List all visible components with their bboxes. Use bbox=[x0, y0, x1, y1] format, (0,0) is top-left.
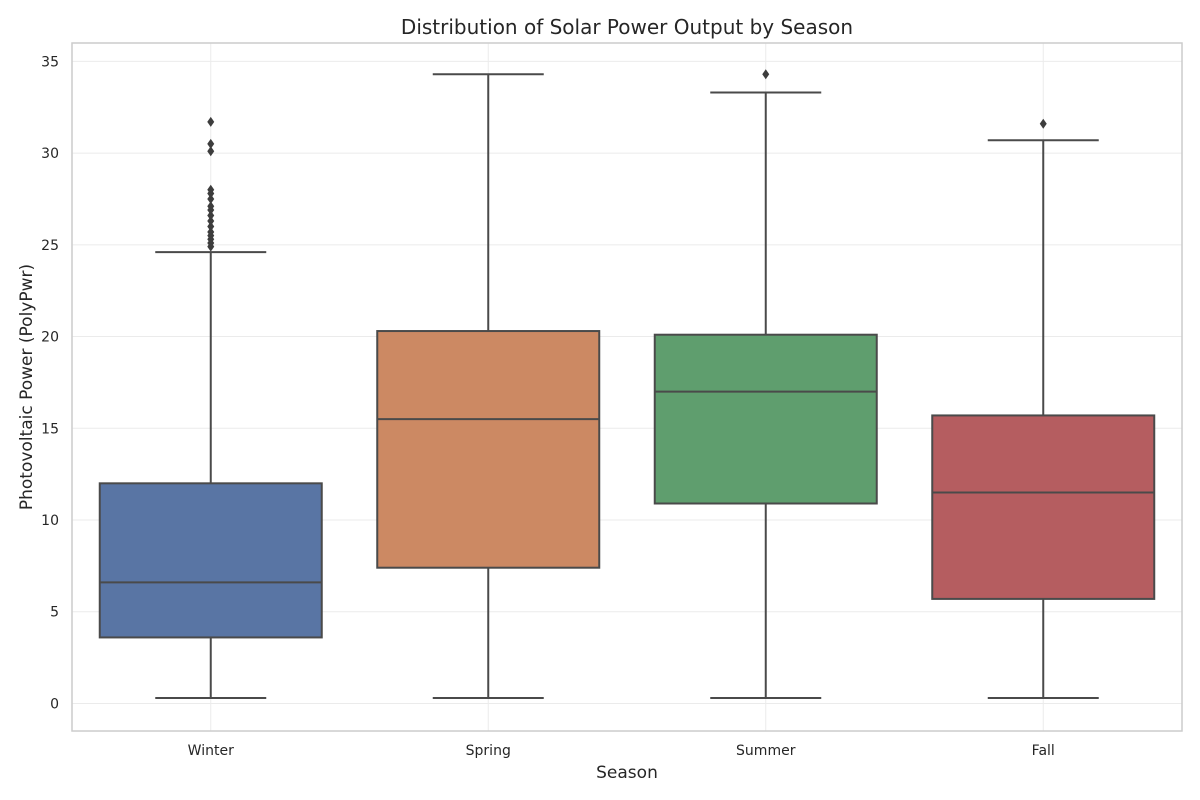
outlier-point bbox=[207, 184, 215, 195]
chart-title: Distribution of Solar Power Output by Se… bbox=[401, 15, 853, 39]
box-iqr bbox=[931, 414, 1156, 600]
y-tick-label: 5 bbox=[50, 605, 59, 621]
box-iqr bbox=[98, 482, 323, 639]
box-group-fall bbox=[931, 118, 1156, 699]
outlier-point bbox=[207, 210, 215, 221]
outlier-point bbox=[207, 226, 215, 237]
y-tick-label: 25 bbox=[41, 238, 59, 254]
y-axis-label: Photovoltaic Power (PolyPwr) bbox=[17, 264, 37, 510]
x-tick-label: Summer bbox=[736, 743, 796, 759]
outlier-point bbox=[207, 138, 215, 149]
outlier-point bbox=[207, 146, 215, 157]
outlier-point bbox=[207, 116, 215, 127]
y-tick-layer: 0 5 10 15 20 25 30 35 bbox=[41, 54, 59, 712]
outlier-point bbox=[207, 193, 215, 204]
x-axis-label: Season bbox=[596, 763, 658, 783]
plot-frame bbox=[71, 42, 1183, 732]
x-tick-label: Spring bbox=[466, 743, 511, 759]
y-tick-label: 15 bbox=[41, 421, 59, 437]
outlier-point bbox=[207, 221, 215, 232]
y-tick-label: 20 bbox=[41, 330, 59, 346]
box-group-summer bbox=[653, 69, 878, 699]
box-layer bbox=[98, 69, 1156, 699]
y-tick-label: 35 bbox=[41, 54, 59, 70]
x-tick-label: Fall bbox=[1032, 743, 1055, 759]
y-tick-label: 10 bbox=[41, 513, 59, 529]
x-tick-label: Winter bbox=[188, 743, 234, 759]
box-iqr bbox=[376, 330, 601, 569]
box-group-winter bbox=[98, 116, 323, 699]
box-iqr bbox=[653, 333, 878, 505]
y-tick-label: 0 bbox=[50, 696, 59, 712]
x-tick-layer: Winter Spring Summer Fall bbox=[188, 743, 1055, 759]
outlier-point bbox=[207, 201, 215, 212]
outlier-point bbox=[1039, 118, 1047, 129]
outlier-point bbox=[207, 215, 215, 226]
y-tick-label: 30 bbox=[41, 146, 59, 162]
box-group-spring bbox=[376, 73, 601, 699]
outlier-point bbox=[762, 69, 770, 80]
